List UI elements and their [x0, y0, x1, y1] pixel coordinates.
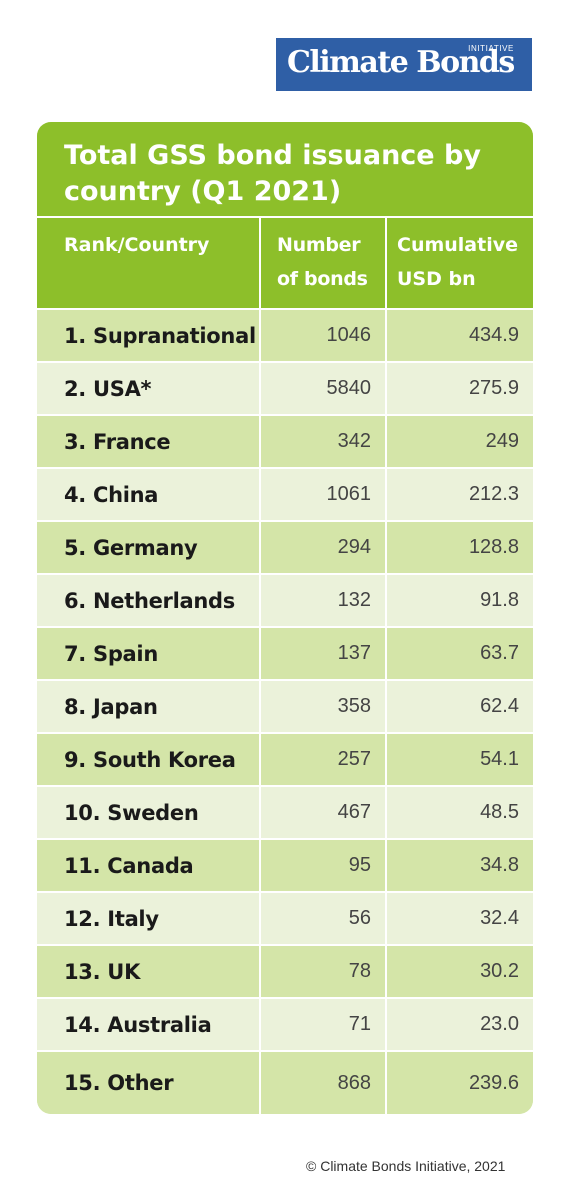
usd-cell: 434.9 [385, 310, 533, 361]
bonds-cell: 257 [259, 734, 385, 785]
header-number-line2: of bonds [277, 268, 368, 290]
bonds-cell: 56 [259, 893, 385, 944]
header-cumulative-usd: Cumulative USD bn [385, 218, 533, 308]
header-rank-country: Rank/Country [64, 234, 210, 256]
table-row: 14. Australia 71 23.0 [37, 999, 533, 1052]
bonds-cell: 71 [259, 999, 385, 1050]
country-cell: 3. France [64, 429, 171, 454]
table-row: 11. Canada 95 34.8 [37, 840, 533, 893]
table-row: 1. Supranational 1046 434.9 [37, 310, 533, 363]
bonds-cell: 5840 [259, 363, 385, 414]
country-cell: 1. Supranational [64, 323, 256, 348]
table-row: 12. Italy 56 32.4 [37, 893, 533, 946]
bonds-cell: 132 [259, 575, 385, 626]
country-cell: 5. Germany [64, 535, 198, 560]
bonds-cell: 78 [259, 946, 385, 997]
bonds-cell: 358 [259, 681, 385, 732]
usd-cell: 63.7 [385, 628, 533, 679]
bonds-cell: 1046 [259, 310, 385, 361]
bonds-cell: 467 [259, 787, 385, 838]
table-row: 5. Germany 294 128.8 [37, 522, 533, 575]
usd-cell: 212.3 [385, 469, 533, 520]
usd-cell: 91.8 [385, 575, 533, 626]
country-cell: 2. USA* [64, 376, 152, 401]
usd-cell: 249 [385, 416, 533, 467]
country-cell: 14. Australia [64, 1012, 212, 1037]
table-row: 6. Netherlands 132 91.8 [37, 575, 533, 628]
bonds-cell: 342 [259, 416, 385, 467]
usd-cell: 54.1 [385, 734, 533, 785]
usd-cell: 48.5 [385, 787, 533, 838]
country-cell: 7. Spain [64, 641, 158, 666]
table-title: Total GSS bond issuance by country (Q1 2… [37, 122, 533, 218]
usd-cell: 62.4 [385, 681, 533, 732]
usd-cell: 32.4 [385, 893, 533, 944]
table-row: 13. UK 78 30.2 [37, 946, 533, 999]
table-row: 3. France 342 249 [37, 416, 533, 469]
table-row: 9. South Korea 257 54.1 [37, 734, 533, 787]
country-cell: 4. China [64, 482, 159, 507]
usd-cell: 23.0 [385, 999, 533, 1050]
header-cumulative-line1: Cumulative [397, 234, 518, 256]
logo-initiative-text: INITIATIVE [468, 44, 514, 53]
usd-cell: 239.6 [385, 1052, 533, 1114]
issuance-table-card: Total GSS bond issuance by country (Q1 2… [37, 122, 533, 1114]
climate-bonds-logo: INITIATIVE Climate Bonds [276, 38, 532, 91]
header-number-line1: Number [277, 234, 361, 256]
usd-cell: 30.2 [385, 946, 533, 997]
table-body: 1. Supranational 1046 434.9 2. USA* 5840 275.… [37, 308, 533, 1114]
country-cell: 15. Other [64, 1071, 174, 1095]
usd-cell: 128.8 [385, 522, 533, 573]
table-header: Rank/Country Number of bonds Cumulative … [37, 218, 533, 308]
country-cell: 6. Netherlands [64, 588, 235, 613]
table-row: 4. China 1061 212.3 [37, 469, 533, 522]
country-cell: 8. Japan [64, 694, 158, 719]
usd-cell: 34.8 [385, 840, 533, 891]
bonds-cell: 294 [259, 522, 385, 573]
table-row: 2. USA* 5840 275.9 [37, 363, 533, 416]
country-cell: 10. Sweden [64, 800, 199, 825]
country-cell: 12. Italy [64, 906, 159, 931]
header-cumulative-line2: USD bn [397, 268, 476, 290]
bonds-cell: 137 [259, 628, 385, 679]
bonds-cell: 1061 [259, 469, 385, 520]
table-row: 10. Sweden 467 48.5 [37, 787, 533, 840]
bonds-cell: 95 [259, 840, 385, 891]
bonds-cell: 868 [259, 1052, 385, 1114]
logo-text: Climate Bonds [287, 45, 515, 80]
table-row: 15. Other 868 239.6 [37, 1052, 533, 1114]
country-cell: 11. Canada [64, 853, 194, 878]
table-row: 8. Japan 358 62.4 [37, 681, 533, 734]
table-row: 7. Spain 137 63.7 [37, 628, 533, 681]
header-number-of-bonds: Number of bonds [259, 218, 385, 308]
country-cell: 9. South Korea [64, 747, 236, 772]
copyright-footer: © Climate Bonds Initiative, 2021 [306, 1158, 506, 1174]
usd-cell: 275.9 [385, 363, 533, 414]
country-cell: 13. UK [64, 959, 141, 984]
